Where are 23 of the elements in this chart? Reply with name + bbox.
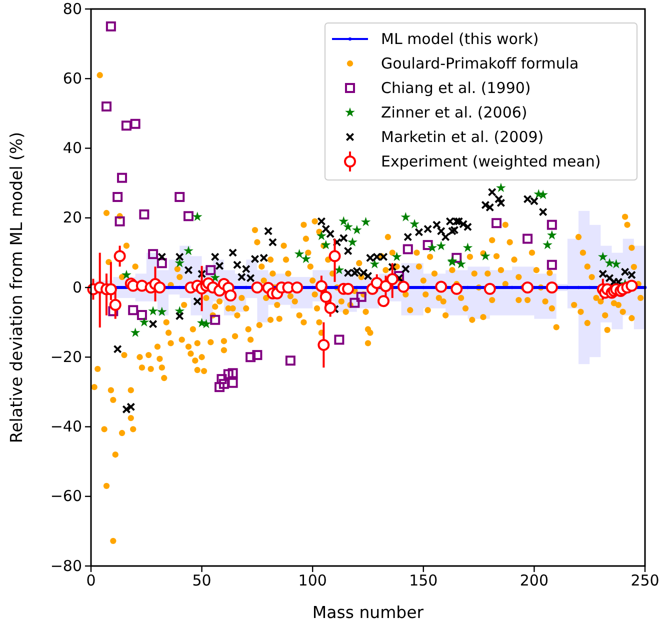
legend-label: Marketin et al. (2009) (381, 128, 544, 146)
x-tick-label: 100 (298, 572, 327, 590)
x-tick-label: 150 (409, 572, 438, 590)
x-tick-label: 250 (630, 572, 660, 590)
legend-label: Goulard-Primakoff formula (381, 54, 579, 72)
y-tick-label: 0 (72, 278, 82, 296)
x-tick-label: 0 (86, 572, 96, 590)
y-tick-label: 40 (62, 139, 82, 158)
legend-label: Experiment (weighted mean) (381, 152, 601, 170)
y-tick-label: 60 (62, 69, 82, 88)
y-tick-label: 20 (62, 208, 82, 227)
x-tick-label: 50 (192, 572, 212, 590)
y-tick-label: −80 (50, 556, 82, 575)
legend-label: Chiang et al. (1990) (381, 79, 531, 97)
y-tick-label: −60 (50, 487, 82, 506)
legend-label: ML model (this work) (381, 30, 539, 48)
y-tick-label: −20 (50, 348, 82, 366)
y-tick-label: 80 (62, 0, 82, 18)
x-tick-label: 200 (520, 572, 549, 590)
y-tick-label: −40 (50, 418, 82, 436)
legend-label: Zinner et al. (2006) (381, 104, 528, 122)
y-axis-title: Relative deviation from ML model (%) (7, 132, 26, 444)
x-axis-title: Mass number (312, 603, 424, 622)
